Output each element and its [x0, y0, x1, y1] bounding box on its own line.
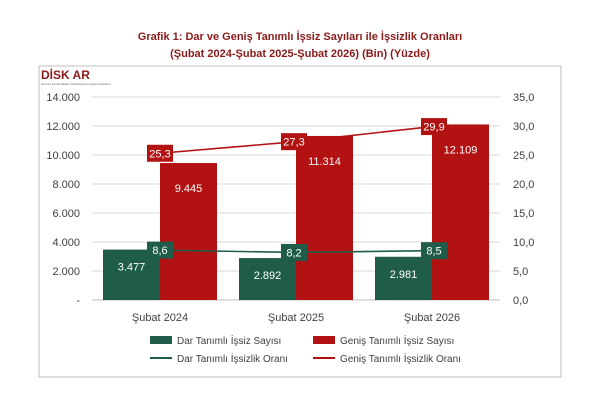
dar-rate-label-box: [147, 241, 173, 259]
chart-subtitle: (Şubat 2024-Şubat 2025-Şubat 2026) (Bin)…: [170, 48, 430, 60]
dar-rate-value-label: 8,6: [152, 245, 167, 257]
y-right-tick-label: 30,0: [513, 121, 534, 133]
legend-dar-line-label: Dar Tanımlı İşsizlik Oranı: [177, 352, 288, 365]
legend-genis-bar-label: Geniş Tanımlı İşsiz Sayısı: [340, 334, 454, 347]
dar-bar-value-label: 2.892: [254, 270, 282, 282]
dar-rate-label-box: [281, 243, 307, 261]
dar-bar-value-label: 3.477: [118, 262, 146, 274]
y-right-tick-label: 20,0: [513, 179, 534, 191]
dar-bar-value-label: 2.981: [390, 269, 418, 281]
genis-bar-value-label: 12.109: [444, 144, 478, 156]
genis-rate-value-label: 25,3: [149, 148, 170, 160]
genis-rate-label-box: [421, 118, 447, 136]
y-right-tick-label: 5,0: [513, 266, 528, 278]
y-left-tick-label: -: [76, 295, 80, 307]
y-right-tick-label: 0,0: [513, 295, 528, 307]
y-right-tick-label: 35,0: [513, 92, 534, 104]
logo-wordmark: DİSK AR: [41, 67, 90, 82]
y-left-tick-label: 4.000: [52, 237, 80, 249]
chart-title: Grafik 1: Dar ve Geniş Tanımlı İşsiz Say…: [138, 30, 462, 43]
dar-bar: [375, 256, 432, 300]
x-category-label: Şubat 2025: [268, 312, 324, 324]
genis-rate-label-box: [281, 133, 307, 151]
legend-genis-line-label: Geniş Tanımlı İşsizlik Oranı: [340, 352, 461, 365]
dar-rate-value-label: 8,2: [286, 247, 301, 259]
genis-bar: [296, 135, 353, 300]
genis-bar: [160, 163, 217, 300]
genis-bar-value-label: 9.445: [175, 183, 203, 195]
legend-dar-bar-swatch: [150, 336, 172, 344]
y-right-tick-label: 25,0: [513, 150, 534, 162]
legend-dar-bar-label: Dar Tanımlı İşsiz Sayısı: [177, 334, 281, 347]
y-left-tick-label: 12.000: [46, 121, 80, 133]
y-right-tick-label: 10,0: [513, 237, 534, 249]
disk-ar-logo: DİSK AR Devrimci İşçi Sendikaları Konfed…: [41, 67, 111, 86]
dar-rate-label-box: [421, 242, 447, 260]
dar-bar: [239, 258, 296, 300]
genis-bar-value-label: 11.314: [308, 156, 341, 168]
y-right-tick-label: 15,0: [513, 208, 534, 220]
dar-rate-value-label: 8,5: [426, 246, 441, 258]
chart-frame: [38, 65, 562, 378]
x-category-label: Şubat 2024: [132, 312, 188, 324]
genis-rate-label-box: [147, 144, 173, 162]
genis-bar: [432, 124, 489, 301]
genis-rate-value-label: 29,9: [423, 122, 444, 134]
y-left-tick-label: 6.000: [52, 208, 80, 220]
y-left-tick-label: 10.000: [46, 150, 80, 162]
y-left-tick-label: 14.000: [46, 92, 80, 104]
y-left-tick-label: 2.000: [52, 266, 80, 278]
genis-rate-value-label: 27,3: [283, 137, 304, 149]
y-left-tick-label: 8.000: [52, 179, 80, 191]
x-category-label: Şubat 2026: [404, 312, 460, 324]
logo-tagline: Devrimci İşçi Sendikaları Konfederasyonu…: [41, 81, 111, 86]
legend-genis-bar-swatch: [313, 336, 335, 344]
